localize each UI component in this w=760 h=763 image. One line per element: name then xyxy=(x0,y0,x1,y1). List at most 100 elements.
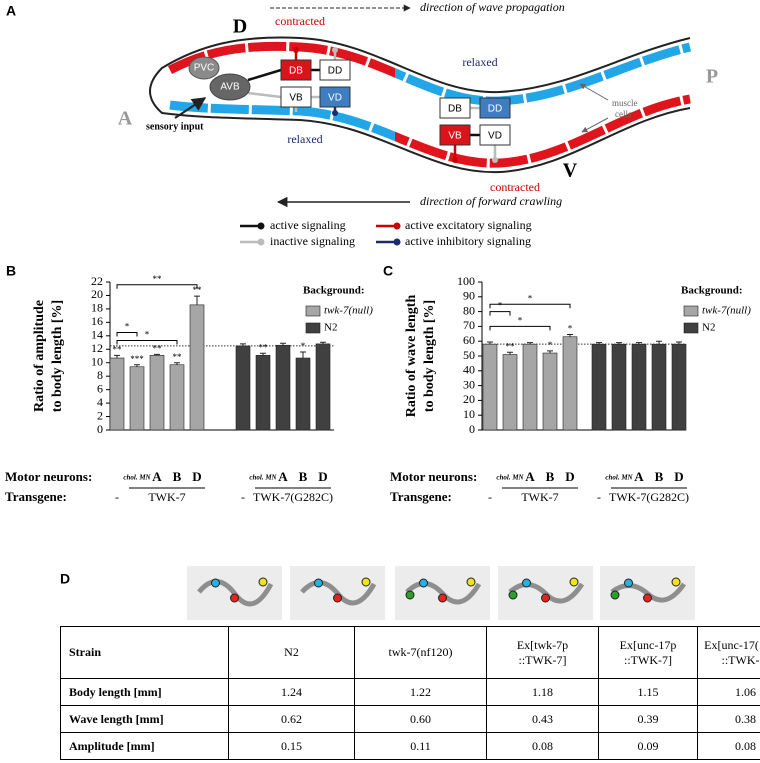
neuron-label: DB xyxy=(448,104,462,115)
table-cell: 0.09 xyxy=(598,732,698,760)
table-cell: 1.22 xyxy=(354,678,487,706)
x-tick-label: chol. MN xyxy=(249,474,277,482)
marker-dot xyxy=(438,593,447,603)
table-cell: 0.43 xyxy=(486,705,599,733)
y-tick-label: 4 xyxy=(97,395,103,409)
sensory-label: sensory input xyxy=(146,121,204,132)
table-cell: 1.06 xyxy=(697,678,760,706)
transgene-label: - xyxy=(241,490,245,504)
row-label: Transgene: xyxy=(390,489,452,504)
legend-label: inactive signaling xyxy=(270,234,355,248)
table-cell: 0.11 xyxy=(354,732,487,760)
x-tick-label: A xyxy=(152,469,162,484)
legend-label: N2 xyxy=(324,322,337,334)
y-tick-label: 16 xyxy=(91,314,103,328)
x-tick-label: chol. MN xyxy=(605,474,633,482)
neuron-label: VB xyxy=(448,131,462,142)
table-cell: 1.18 xyxy=(486,678,599,706)
y-axis-title: to body length [%] xyxy=(50,300,65,412)
error-bar xyxy=(114,354,120,359)
bracket-label: * xyxy=(145,330,150,340)
error-bar xyxy=(260,352,266,356)
marker-dot xyxy=(624,578,633,588)
marker-dot xyxy=(405,590,415,600)
table-cell: 1.24 xyxy=(228,678,355,706)
y-tick-label: 6 xyxy=(97,381,103,395)
bar xyxy=(169,364,185,431)
marker-dot xyxy=(333,593,342,603)
legend-swatch xyxy=(305,305,321,317)
y-tick-label: 20 xyxy=(463,392,475,406)
table-cell: Amplitude [mm] xyxy=(60,732,229,760)
table-cell: Ex[unc-17p ::TWK-7] xyxy=(598,626,698,679)
significance-label: ** xyxy=(193,285,203,295)
transgene-label: TWK-7(G282C) xyxy=(609,490,689,504)
dorsal-label: D xyxy=(233,16,247,38)
table-row: Wave length [mm] 0.62 0.60 0.43 0.39 0.38 xyxy=(60,705,760,733)
row-label: Transgene: xyxy=(5,489,67,504)
bracket-label: * xyxy=(125,322,130,332)
table-cell: 0.15 xyxy=(228,732,355,760)
neurons xyxy=(280,59,511,146)
state-label: contracted xyxy=(490,180,540,194)
table-cell: N2 xyxy=(228,626,355,679)
neuron-label: DB xyxy=(289,66,303,77)
table-cell: 0.38 xyxy=(697,705,760,733)
bar xyxy=(671,343,687,431)
significance-label: * xyxy=(301,341,306,351)
bracket-label: ** xyxy=(153,274,163,284)
bar xyxy=(109,357,125,431)
y-axis-title: to body length [%] xyxy=(422,300,437,412)
legend xyxy=(240,222,401,246)
error-bar xyxy=(194,295,200,305)
bracket-label: * xyxy=(498,301,503,311)
error-bar xyxy=(240,343,246,346)
legend-swatch xyxy=(683,305,699,317)
y-tick-label: 22 xyxy=(91,274,103,288)
marker-dot xyxy=(569,577,579,587)
table-cell: Ex[twk-7p ::TWK-7] xyxy=(486,626,599,679)
neuron-label: DD xyxy=(488,104,502,115)
error-bar xyxy=(547,350,553,354)
error-bar xyxy=(300,351,306,359)
x-tick-label: A xyxy=(278,469,288,484)
significance-label: ** xyxy=(259,342,269,352)
transgene-label: - xyxy=(488,490,492,504)
y-tick-label: 18 xyxy=(91,301,103,315)
table-cell: Wave length [mm] xyxy=(60,705,229,733)
transgene-label: TWK-7 xyxy=(521,490,558,504)
bar xyxy=(482,343,498,431)
bar xyxy=(149,355,165,431)
posterior-label: P xyxy=(706,66,718,88)
error-bar xyxy=(134,364,140,367)
table-cell: 0.08 xyxy=(697,732,760,760)
arrow xyxy=(174,97,207,119)
legend-title: Background: xyxy=(303,285,365,297)
panel-label: C xyxy=(383,263,393,279)
legend-label: N2 xyxy=(702,322,715,334)
worm-images xyxy=(187,566,695,620)
row-label: Motor neurons: xyxy=(390,469,477,484)
x-tick-label: A xyxy=(634,469,644,484)
error-bar xyxy=(320,341,326,344)
bar xyxy=(502,354,518,431)
marker-dot xyxy=(643,593,652,603)
y-tick-label: 60 xyxy=(463,333,475,347)
y-tick-label: 80 xyxy=(463,303,475,317)
marker-dot xyxy=(419,578,428,588)
x-tick-label: B xyxy=(173,469,182,484)
y-axis-title: Ratio of wave length xyxy=(404,295,419,418)
significance-label: *** xyxy=(130,354,144,364)
significance-label: ** xyxy=(153,343,163,353)
bar xyxy=(255,355,271,431)
significance-label: ** xyxy=(173,352,183,362)
y-axis-title: Ratio of amplitude xyxy=(32,300,47,412)
table-cell: 1.15 xyxy=(598,678,698,706)
panel-label: A xyxy=(6,3,16,19)
bar xyxy=(275,344,291,431)
bar xyxy=(129,366,145,431)
y-tick-label: 90 xyxy=(463,289,475,303)
y-tick-label: 20 xyxy=(91,287,103,301)
significance-bracket xyxy=(116,340,178,345)
